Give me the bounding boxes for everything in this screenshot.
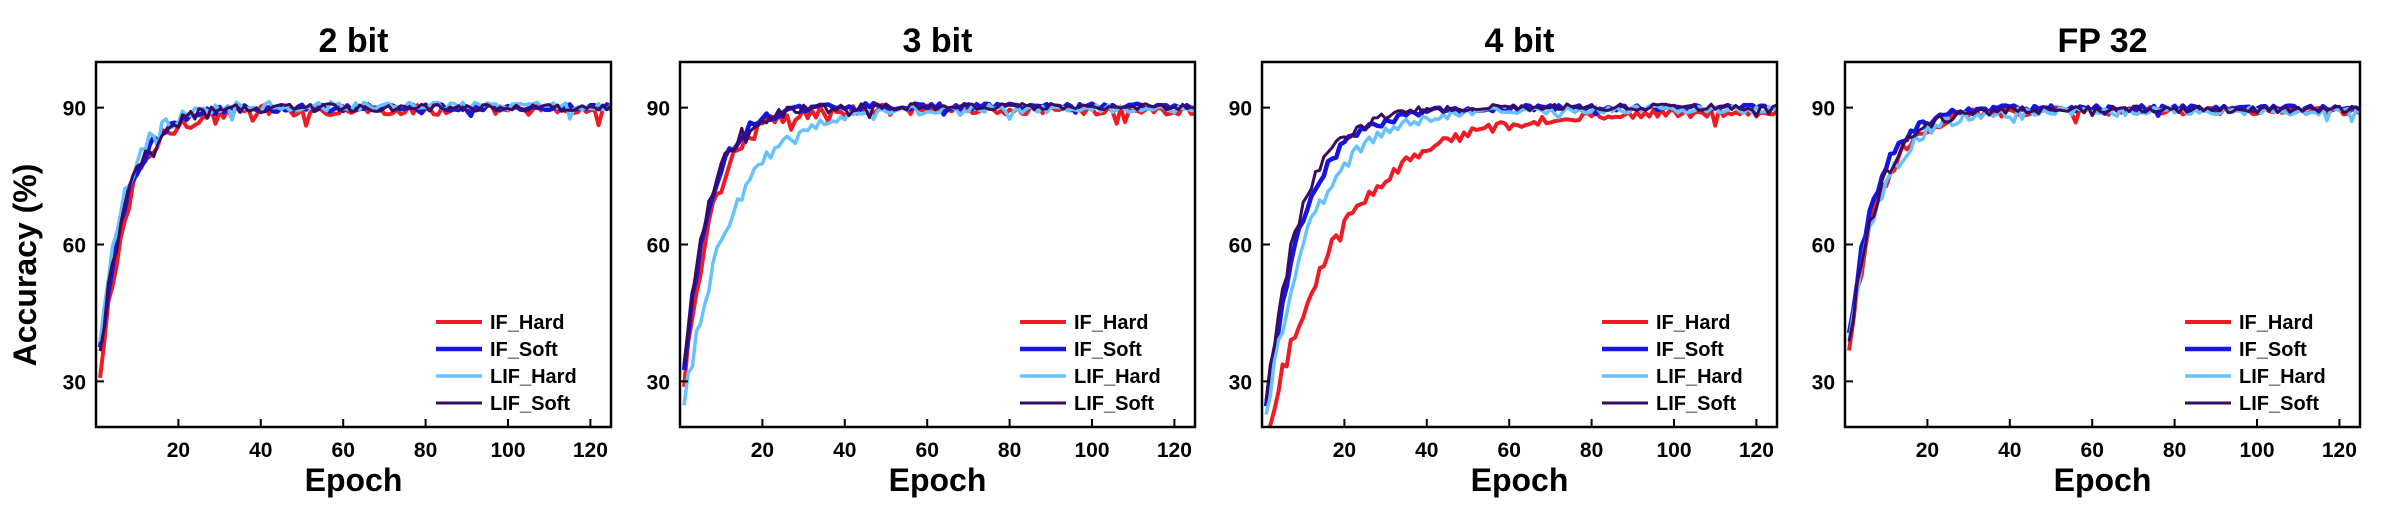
legend-label: IF_Hard [1656, 312, 1730, 334]
legend: IF_Hard IF_Soft LIF_Hard LIF_Soft [1602, 312, 1743, 415]
series-line-lif-soft [1264, 102, 1777, 402]
series-line-lif-hard [1264, 104, 1777, 415]
x-tick-label: 60 [332, 439, 355, 462]
y-tick-label: 30 [1229, 371, 1252, 394]
legend-label: IF_Hard [2239, 312, 2313, 334]
legend-label: LIF_Hard [490, 366, 577, 388]
x-tick-label: 100 [1656, 439, 1691, 462]
legend-label: LIF_Hard [1656, 366, 1743, 388]
legend: IF_Hard IF_Soft LIF_Hard LIF_Soft [1020, 312, 1161, 415]
chart-title: 3 bit [903, 22, 973, 60]
series-line-lif-hard [1847, 105, 2360, 342]
x-tick-label: 120 [573, 439, 608, 462]
series-line-if-hard [1267, 107, 1777, 427]
x-tick-label: 80 [1580, 439, 1603, 462]
x-tick-label: 120 [1157, 439, 1192, 462]
x-tick-label: 20 [1916, 439, 1939, 462]
series-line-if-soft [97, 102, 611, 348]
x-tick-label: 100 [490, 439, 525, 462]
x-tick-label: 20 [751, 439, 774, 462]
legend-label: IF_Hard [1074, 312, 1148, 334]
series-group [97, 99, 611, 379]
y-tick-label: 90 [63, 98, 86, 121]
series-group [1263, 102, 1777, 427]
y-tick-label: 60 [1812, 235, 1835, 258]
x-tick-label: 40 [1998, 439, 2021, 462]
legend-label: LIF_Soft [490, 393, 570, 415]
series-group [681, 100, 1195, 406]
legend-label: LIF_Soft [1074, 393, 1154, 415]
x-tick-label: 40 [833, 439, 856, 462]
series-line-lif-hard [98, 99, 611, 342]
x-tick-label: 40 [249, 439, 272, 462]
series-group [1846, 103, 2360, 351]
series-line-if-hard [98, 102, 611, 379]
chart-title: 2 bit [319, 22, 389, 60]
x-tick-label: 100 [1074, 439, 1109, 462]
x-axis-label: Epoch [1471, 462, 1569, 498]
legend-label: IF_Soft [1074, 339, 1142, 361]
x-axis-label: Epoch [305, 462, 403, 498]
x-axis-label: Epoch [889, 462, 987, 498]
x-tick-label: 80 [414, 439, 437, 462]
legend: IF_Hard IF_Soft LIF_Hard LIF_Soft [2185, 312, 2326, 415]
y-axis-label: Accuracy (%) [7, 164, 43, 367]
legend-label: LIF_Hard [1074, 366, 1161, 388]
legend-label: IF_Soft [1656, 339, 1724, 361]
chart-title: 4 bit [1485, 22, 1555, 60]
x-tick-label: 100 [2239, 439, 2274, 462]
x-tick-label: 120 [1739, 439, 1774, 462]
legend-label: IF_Soft [2239, 339, 2307, 361]
x-tick-label: 60 [1498, 439, 1521, 462]
chart-title: FP 32 [2057, 22, 2147, 60]
x-tick-label: 60 [2081, 439, 2104, 462]
x-tick-label: 20 [1333, 439, 1356, 462]
y-tick-label: 90 [1229, 98, 1252, 121]
y-tick-label: 60 [647, 235, 670, 258]
legend-label: IF_Hard [490, 312, 564, 334]
series-line-if-soft [1263, 102, 1777, 407]
y-tick-label: 30 [63, 371, 86, 394]
legend-label: LIF_Hard [2239, 366, 2326, 388]
x-tick-label: 80 [2163, 439, 2186, 462]
y-tick-label: 30 [647, 371, 670, 394]
y-tick-label: 60 [1229, 235, 1252, 258]
legend-label: IF_Soft [490, 339, 558, 361]
x-tick-label: 60 [916, 439, 939, 462]
series-line-lif-soft [682, 102, 1195, 366]
x-tick-label: 40 [1415, 439, 1438, 462]
y-tick-label: 30 [1812, 371, 1835, 394]
y-tick-label: 90 [1812, 98, 1835, 121]
legend-label: LIF_Soft [1656, 393, 1736, 415]
x-tick-label: 80 [998, 439, 1021, 462]
y-tick-label: 60 [63, 235, 86, 258]
series-line-if-soft [1846, 103, 2360, 334]
x-tick-label: 120 [2322, 439, 2357, 462]
series-line-lif-soft [1847, 104, 2360, 342]
legend: IF_Hard IF_Soft LIF_Hard LIF_Soft [436, 312, 577, 415]
legend-label: LIF_Soft [2239, 393, 2319, 415]
series-line-lif-soft [98, 102, 611, 352]
y-tick-label: 90 [647, 98, 670, 121]
x-tick-label: 20 [167, 439, 190, 462]
x-axis-label: Epoch [2054, 462, 2152, 498]
